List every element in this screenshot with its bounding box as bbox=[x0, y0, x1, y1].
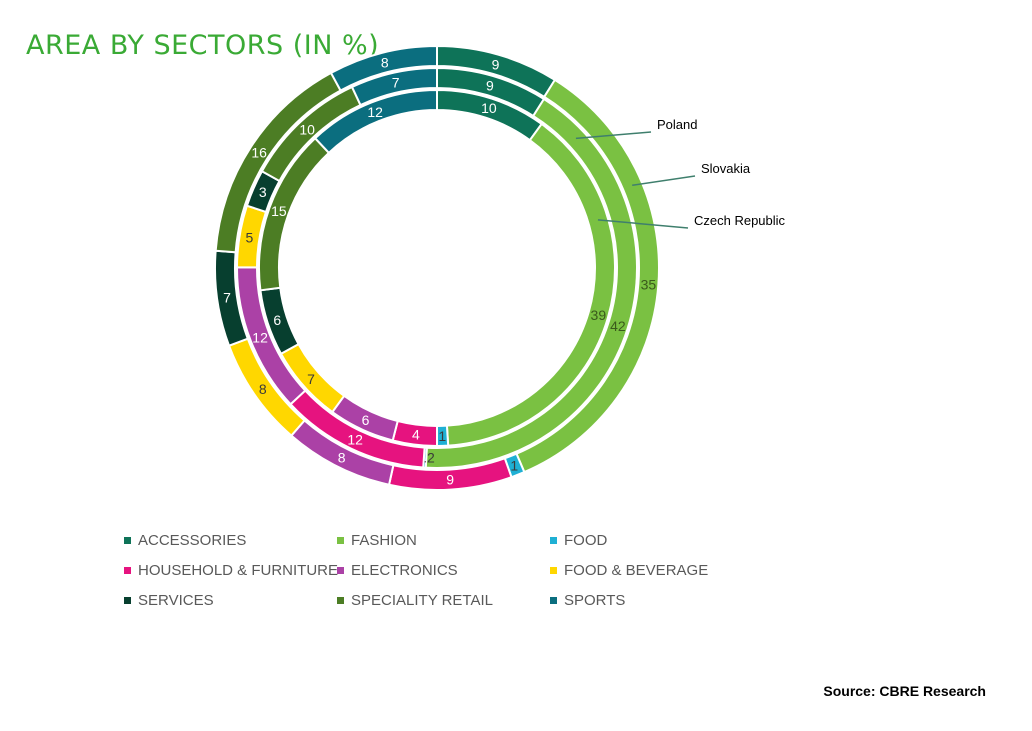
data-label-czech-republic-fashion: 39 bbox=[591, 307, 607, 323]
callout-line-czech-republic bbox=[597, 219, 689, 229]
legend-swatch bbox=[124, 597, 131, 604]
data-label-czech-republic-accessories: 10 bbox=[481, 100, 497, 116]
series-label-czech-republic: Czech Republic bbox=[694, 213, 786, 228]
data-label-slovakia-food-and-beverage: 8 bbox=[259, 381, 267, 397]
callout-line-poland bbox=[575, 131, 652, 140]
legend-item-food: FOOD bbox=[550, 531, 763, 550]
segment-slovakia-sports bbox=[329, 44, 438, 92]
data-label-czech-republic-food-and-beverage: 7 bbox=[307, 371, 315, 387]
data-label-slovakia-accessories: 9 bbox=[492, 56, 500, 72]
data-label-poland-fashion: 42 bbox=[610, 318, 626, 334]
data-label-poland-speciality-retail: 10 bbox=[299, 121, 315, 137]
data-label-czech-republic-food: 1 bbox=[438, 428, 446, 444]
legend-item-household-and-furniture: HOUSEHOLD & FURNITURE bbox=[124, 561, 339, 580]
series-label-poland: Poland bbox=[657, 117, 697, 132]
data-label-czech-republic-speciality-retail: 15 bbox=[271, 203, 287, 219]
data-label-slovakia-services: 7 bbox=[223, 290, 231, 306]
data-label-slovakia-speciality-retail: 16 bbox=[251, 145, 267, 161]
data-label-poland-electronics: 12 bbox=[252, 329, 268, 345]
series-callouts: Slovakia Poland Czech Republic bbox=[575, 117, 786, 229]
data-label-czech-republic-sports: 12 bbox=[367, 104, 383, 120]
data-label-poland-sports: 7 bbox=[392, 75, 400, 91]
legend-item-services: SERVICES bbox=[124, 591, 337, 610]
legend-item-food-and-beverage: FOOD & BEVERAGE bbox=[550, 561, 763, 580]
data-label-poland-services: 3 bbox=[259, 184, 267, 200]
data-label-slovakia-electronics: 8 bbox=[338, 449, 346, 465]
data-label-czech-republic-services: 6 bbox=[273, 312, 281, 328]
data-label-czech-republic-electronics: 6 bbox=[362, 412, 370, 428]
callout-line-slovakia bbox=[632, 175, 696, 187]
segment-poland-sports bbox=[350, 66, 438, 107]
legend-item-fashion: FASHION bbox=[337, 531, 550, 550]
source-note: Source: CBRE Research bbox=[823, 683, 986, 699]
legend-swatch bbox=[124, 537, 131, 544]
data-label-slovakia-food: 1 bbox=[510, 457, 518, 473]
data-label-slovakia-household-and-furniture: 9 bbox=[446, 472, 454, 488]
legend-item-electronics: ELECTRONICS bbox=[337, 561, 550, 580]
legend-label: SERVICES bbox=[138, 592, 214, 609]
data-label-slovakia-sports: 8 bbox=[381, 55, 389, 71]
legend-item-speciality-retail: SPECIALITY RETAIL bbox=[337, 591, 550, 610]
legend-label: ACCESSORIES bbox=[138, 532, 247, 549]
segment-czech-republic-sports bbox=[313, 88, 438, 155]
legend-label: SPORTS bbox=[564, 592, 626, 609]
legend-label: ELECTRONICS bbox=[351, 562, 458, 579]
data-label-poland-accessories: 9 bbox=[486, 78, 494, 94]
chart-title: AREA BY SECTORS (IN %) bbox=[26, 30, 380, 61]
data-label-poland-household-and-furniture: 12 bbox=[347, 431, 363, 447]
series-label-slovakia: Slovakia bbox=[701, 161, 751, 176]
legend-swatch bbox=[337, 537, 344, 544]
legend-label: FOOD & BEVERAGE bbox=[564, 562, 709, 579]
legend-label: SPECIALITY RETAIL bbox=[351, 592, 493, 609]
legend-label: FASHION bbox=[351, 532, 417, 549]
legend-swatch bbox=[550, 537, 557, 544]
legend-swatch bbox=[337, 567, 344, 574]
chart-legend: ACCESSORIES FASHION FOOD HOUSEHOLD & FURNIT… bbox=[124, 531, 763, 610]
legend-swatch bbox=[124, 567, 131, 574]
legend-swatch bbox=[550, 567, 557, 574]
data-label-slovakia-fashion: 35 bbox=[641, 276, 657, 292]
legend-item-accessories: ACCESSORIES bbox=[124, 531, 337, 550]
legend-swatch bbox=[337, 597, 344, 604]
data-label-czech-republic-household-and-furniture: 4 bbox=[412, 427, 420, 443]
legend-label: HOUSEHOLD & FURNITURE bbox=[138, 562, 339, 579]
legend-label: FOOD bbox=[564, 532, 608, 549]
legend-item-sports: SPORTS bbox=[550, 591, 763, 610]
data-label-poland-food-and-beverage: 5 bbox=[246, 230, 254, 246]
legend-swatch bbox=[550, 597, 557, 604]
